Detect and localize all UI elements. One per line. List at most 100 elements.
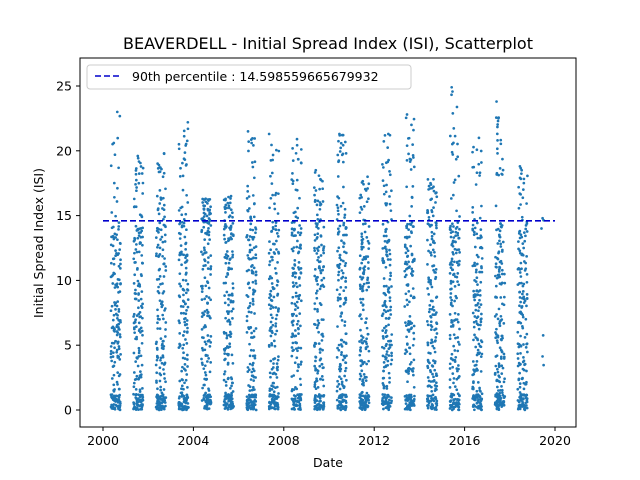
- data-point: [406, 303, 409, 307]
- data-point: [495, 339, 499, 342]
- data-point: [184, 164, 188, 167]
- data-point: [476, 368, 479, 372]
- data-point: [137, 250, 141, 254]
- data-point: [455, 248, 459, 252]
- data-point: [230, 381, 234, 385]
- data-point: [407, 369, 411, 373]
- data-point: [158, 366, 162, 370]
- data-point: [315, 213, 319, 217]
- data-point: [110, 403, 113, 407]
- data-point: [387, 323, 390, 327]
- data-point: [161, 254, 164, 258]
- data-point: [110, 211, 114, 214]
- data-point: [206, 267, 210, 271]
- data-point: [268, 263, 271, 267]
- data-point: [201, 253, 205, 256]
- data-point: [478, 216, 482, 220]
- data-point: [273, 371, 276, 375]
- data-point: [521, 313, 525, 317]
- data-point: [367, 281, 370, 285]
- data-point: [494, 255, 497, 259]
- data-point: [249, 311, 253, 314]
- data-point: [229, 299, 233, 303]
- data-point: [322, 225, 326, 229]
- data-point: [156, 290, 160, 293]
- data-point: [164, 269, 168, 272]
- data-point: [430, 385, 433, 389]
- data-point: [164, 265, 168, 268]
- data-point: [360, 394, 363, 397]
- data-point: [365, 317, 368, 320]
- data-point: [138, 390, 142, 393]
- data-point: [294, 329, 297, 332]
- data-point: [337, 382, 341, 386]
- data-point: [365, 342, 368, 346]
- data-point: [113, 394, 117, 398]
- data-point: [480, 405, 483, 408]
- data-point: [296, 399, 300, 403]
- data-point: [410, 395, 413, 399]
- data-point: [479, 317, 483, 321]
- data-point: [433, 250, 436, 254]
- data-point: [132, 321, 136, 325]
- data-point: [292, 312, 295, 316]
- data-point: [245, 319, 249, 323]
- data-point: [228, 405, 232, 409]
- data-point: [205, 231, 209, 235]
- data-point: [223, 370, 227, 373]
- data-point: [360, 277, 364, 281]
- data-point: [252, 215, 256, 219]
- data-point: [342, 289, 346, 293]
- data-point: [411, 287, 415, 290]
- data-point: [225, 275, 228, 279]
- data-point: [341, 271, 345, 275]
- data-point: [519, 192, 523, 196]
- data-point: [342, 221, 346, 225]
- data-point: [290, 389, 294, 393]
- data-point: [136, 154, 140, 158]
- data-point: [231, 286, 235, 290]
- data-point: [204, 373, 208, 377]
- data-point: [277, 149, 281, 153]
- data-point: [209, 267, 213, 271]
- data-point: [226, 394, 229, 397]
- data-point: [478, 386, 481, 390]
- data-point: [270, 343, 274, 347]
- data-point: [109, 345, 113, 348]
- data-point: [297, 346, 300, 350]
- data-point: [209, 316, 212, 320]
- data-point: [367, 285, 371, 289]
- data-point: [358, 267, 362, 271]
- data-point: [382, 166, 385, 169]
- data-point: [136, 236, 140, 240]
- data-point: [480, 257, 484, 260]
- data-point: [119, 242, 122, 245]
- data-point: [204, 391, 207, 395]
- data-point: [222, 233, 226, 237]
- data-point: [155, 252, 158, 256]
- data-point: [115, 330, 119, 333]
- data-point: [251, 165, 255, 169]
- data-point: [381, 259, 384, 262]
- data-point: [206, 207, 210, 211]
- data-point: [471, 206, 475, 209]
- data-point: [159, 373, 163, 377]
- data-point: [453, 349, 457, 352]
- data-point: [295, 178, 299, 182]
- data-point: [475, 360, 479, 363]
- data-point: [433, 360, 437, 363]
- data-point: [112, 403, 116, 406]
- data-point: [501, 391, 504, 395]
- data-point: [203, 310, 207, 313]
- data-point: [541, 334, 545, 337]
- data-point: [113, 388, 116, 391]
- data-point: [517, 247, 520, 251]
- data-point: [471, 373, 474, 377]
- data-point: [426, 263, 429, 266]
- data-point: [340, 405, 343, 409]
- data-point: [359, 328, 362, 332]
- data-point: [381, 393, 385, 396]
- data-point: [119, 258, 122, 262]
- data-point: [186, 305, 190, 309]
- data-point: [497, 116, 501, 119]
